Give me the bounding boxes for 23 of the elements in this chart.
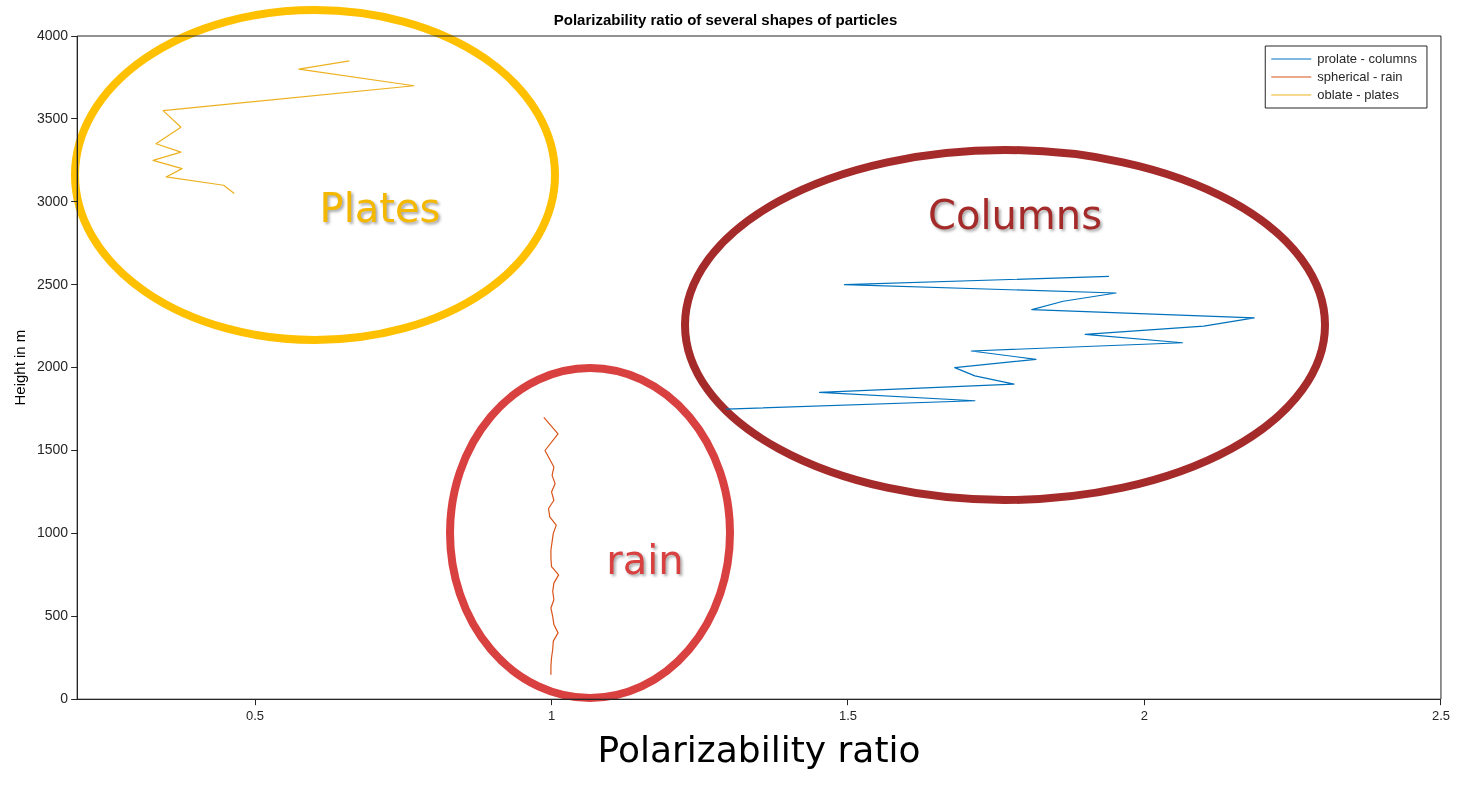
chart-title: Polarizability ratio of several shapes of particles [553,11,898,29]
y-tick-label: 4000 [36,26,69,43]
x-tick-label: 1 [547,707,556,723]
y-tick-label: 3000 [36,192,69,209]
legend-label: oblate - plates [1317,86,1400,102]
y-tick-label: 2500 [36,275,69,292]
x-tick-label: 1.5 [838,707,858,723]
y-tick-label: 3500 [36,109,69,126]
annotation: Columns [927,192,1103,238]
x-axis-title: Polarizability ratio [597,728,921,770]
x-tick-label: 2 [1140,707,1149,723]
annotation: Plates [319,185,441,231]
x-tick-label: 0.5 [245,707,265,723]
y-tick-label: 500 [44,607,69,624]
y-tick-label: 1000 [36,524,69,541]
y-axis-title: Height in m [11,329,29,406]
y-tick-label: 2000 [36,358,69,375]
y-tick-label: 1500 [36,441,69,458]
y-tick-label: 0 [60,690,69,707]
legend-label: prolate - columns [1317,50,1418,66]
x-tick-label: 2.5 [1431,707,1450,723]
annotation: rain [606,537,684,583]
legend-label: spherical - rain [1317,68,1403,84]
